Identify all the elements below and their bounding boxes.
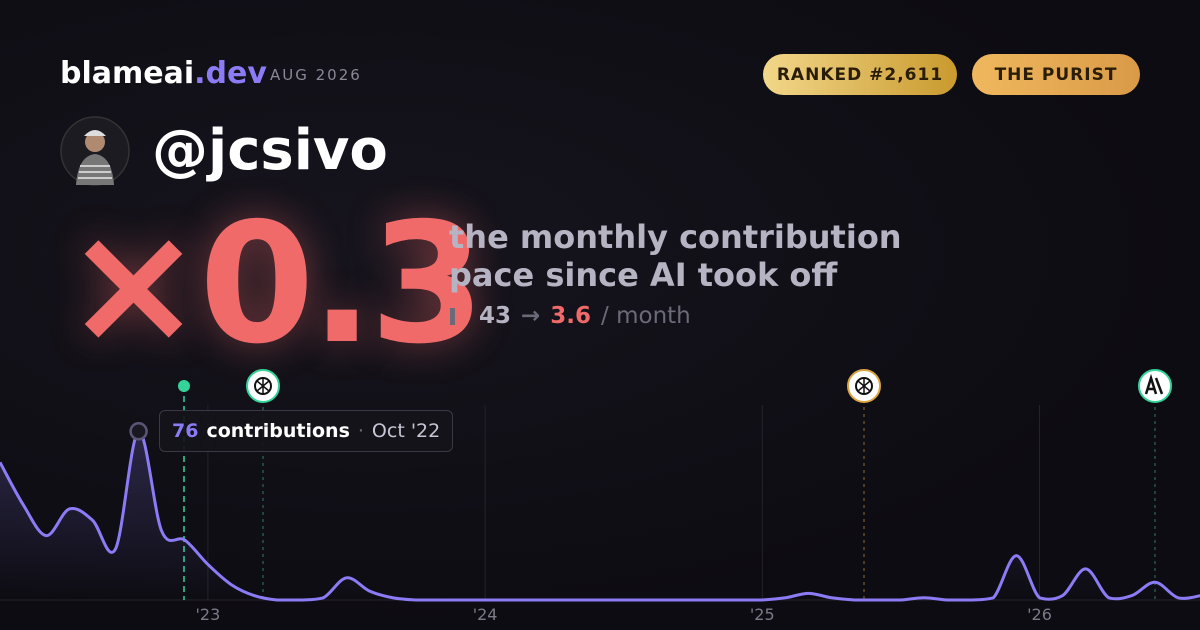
event-icon [847,369,881,403]
caption-line: the monthly contribution [449,218,902,256]
tooltip-separator: · [357,420,364,442]
handle: @jcsivo [152,118,388,183]
line [0,429,1200,602]
badge: THE PURIST [972,54,1140,95]
event-icon [1138,369,1172,403]
tooltip-date: Oct '22 [371,420,441,442]
event-dot [178,380,190,392]
stats-icon [450,308,463,325]
stats: 43 → 3.6 / month [449,303,691,329]
before: 43 [479,303,512,329]
arrow: → [521,303,541,329]
caption-line: pace since AI took off [449,256,838,294]
badge: RANKED #2,611 [763,54,957,95]
area [0,431,1200,601]
x-tick-label: '26 [1027,605,1052,624]
brand-name: blameai [60,56,195,91]
x-tick-label: '23 [196,605,221,624]
brand-tld: .dev [194,56,267,91]
highlight-point [129,422,148,441]
tooltip-label: contributions [206,420,350,442]
unit: / month [601,303,691,329]
tooltip: 76 contributions · Oct '22 [159,410,454,452]
event-icon [246,369,280,403]
after: 3.6 [550,303,592,329]
tooltip-value: 76 [172,420,199,442]
brand: blameai.dev [60,56,267,91]
multiplier: ×0.3 [64,188,485,381]
date: AUG 2026 [270,66,362,84]
x-tick-label: '25 [750,605,775,624]
avatar [60,116,130,186]
x-tick-label: '24 [473,605,498,624]
